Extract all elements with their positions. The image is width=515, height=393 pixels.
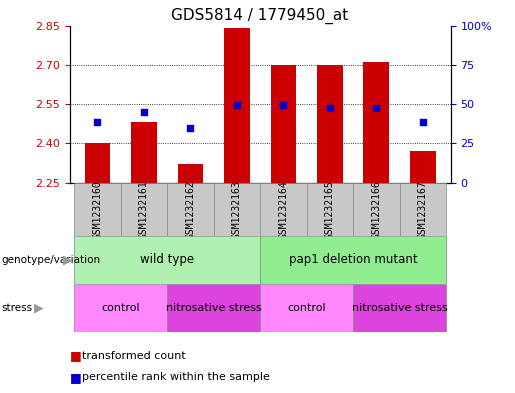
Point	[186, 125, 195, 131]
Text: ■: ■	[70, 349, 81, 362]
Point	[233, 102, 241, 108]
Text: GSM1232162: GSM1232162	[185, 180, 195, 239]
Text: control: control	[287, 303, 326, 313]
Bar	[84, 143, 110, 183]
Bar	[224, 28, 250, 183]
Text: GSM1232164: GSM1232164	[278, 180, 288, 239]
Point	[372, 105, 381, 111]
Bar	[178, 164, 203, 183]
Bar	[260, 284, 353, 332]
Bar	[121, 183, 167, 236]
Bar	[74, 183, 121, 236]
Text: ▶: ▶	[63, 253, 73, 266]
Text: pap1 deletion mutant: pap1 deletion mutant	[289, 253, 417, 266]
Text: percentile rank within the sample: percentile rank within the sample	[82, 372, 270, 382]
Text: stress: stress	[1, 303, 32, 313]
Bar	[317, 65, 342, 183]
Text: GSM1232161: GSM1232161	[139, 180, 149, 239]
Bar	[353, 183, 400, 236]
Bar	[364, 62, 389, 183]
Bar	[400, 183, 446, 236]
Bar	[131, 123, 157, 183]
Bar	[167, 284, 260, 332]
Point	[93, 119, 101, 126]
Bar	[74, 284, 167, 332]
Text: nitrosative stress: nitrosative stress	[166, 303, 262, 313]
Point	[419, 119, 427, 126]
Bar	[270, 65, 296, 183]
Text: control: control	[101, 303, 140, 313]
Bar	[353, 284, 446, 332]
Text: nitrosative stress: nitrosative stress	[352, 303, 448, 313]
Text: GSM1232167: GSM1232167	[418, 180, 428, 239]
Bar	[167, 183, 214, 236]
Text: GSM1232160: GSM1232160	[92, 180, 102, 239]
Bar	[260, 183, 306, 236]
Text: GSM1232165: GSM1232165	[325, 180, 335, 239]
Text: GSM1232163: GSM1232163	[232, 180, 242, 239]
Text: ▶: ▶	[33, 301, 43, 314]
Text: genotype/variation: genotype/variation	[1, 255, 100, 265]
Text: transformed count: transformed count	[82, 351, 186, 361]
Bar	[214, 183, 260, 236]
Text: wild type: wild type	[140, 253, 194, 266]
Point	[325, 105, 334, 111]
Point	[140, 109, 148, 115]
Bar	[410, 151, 436, 183]
Bar	[260, 236, 446, 284]
Text: GSM1232166: GSM1232166	[371, 180, 381, 239]
Bar	[74, 236, 260, 284]
Bar	[306, 183, 353, 236]
Point	[279, 102, 287, 108]
Text: ■: ■	[70, 371, 81, 384]
Title: GDS5814 / 1779450_at: GDS5814 / 1779450_at	[171, 8, 349, 24]
